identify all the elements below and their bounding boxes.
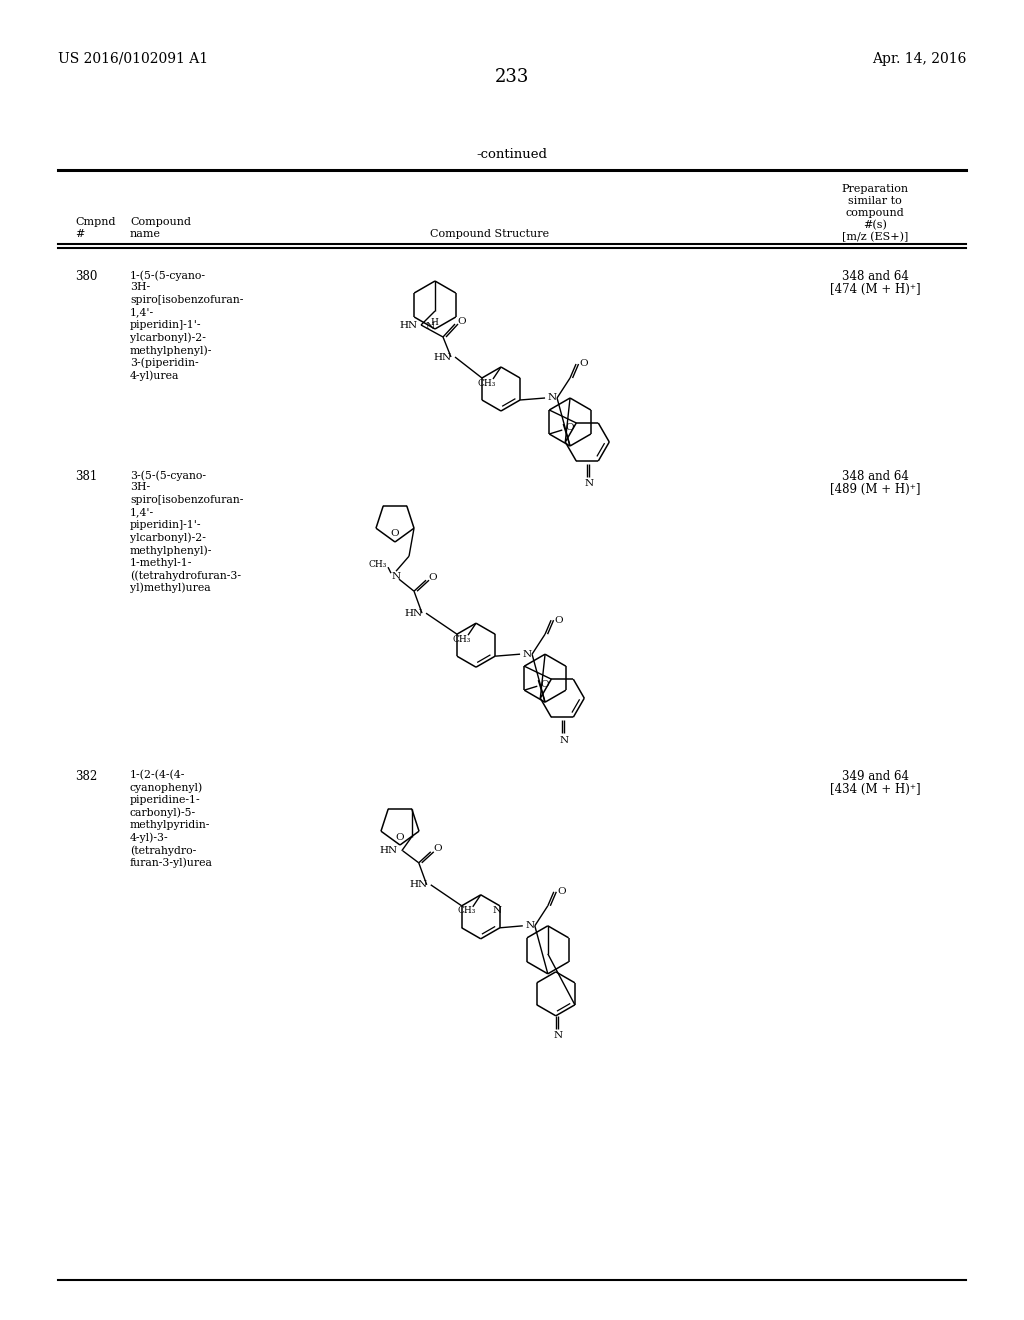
Text: 3H-: 3H- — [130, 483, 151, 492]
Text: 349 and 64: 349 and 64 — [842, 770, 908, 783]
Text: 1,4'-: 1,4'- — [130, 308, 155, 318]
Text: CH₃: CH₃ — [369, 560, 387, 569]
Text: 1-(2-(4-(4-: 1-(2-(4-(4- — [130, 770, 185, 780]
Text: #: # — [75, 228, 84, 239]
Text: N: N — [553, 1031, 562, 1040]
Text: 348 and 64: 348 and 64 — [842, 470, 908, 483]
Text: O: O — [555, 615, 563, 624]
Text: ylcarbonyl)-2-: ylcarbonyl)-2- — [130, 333, 206, 343]
Text: [434 (M + H)⁺]: [434 (M + H)⁺] — [829, 783, 921, 796]
Text: O: O — [540, 680, 549, 689]
Text: CH₃: CH₃ — [458, 907, 476, 915]
Text: 1-(5-(5-cyano-: 1-(5-(5-cyano- — [130, 271, 206, 281]
Text: 348 and 64: 348 and 64 — [842, 271, 908, 282]
Text: CH₃: CH₃ — [478, 379, 497, 388]
Text: carbonyl)-5-: carbonyl)-5- — [130, 808, 197, 818]
Text: ((tetrahydrofuran-3-: ((tetrahydrofuran-3- — [130, 570, 241, 581]
Text: 380: 380 — [75, 271, 97, 282]
Text: O: O — [458, 317, 466, 326]
Text: furan-3-yl)urea: furan-3-yl)urea — [130, 858, 213, 869]
Text: N: N — [548, 393, 557, 403]
Text: Apr. 14, 2016: Apr. 14, 2016 — [871, 51, 966, 66]
Text: N: N — [560, 735, 569, 744]
Text: similar to: similar to — [848, 195, 902, 206]
Text: HN: HN — [434, 352, 452, 362]
Text: O: O — [565, 424, 573, 433]
Text: 3-(5-(5-cyano-: 3-(5-(5-cyano- — [130, 470, 206, 480]
Text: Compound Structure: Compound Structure — [430, 228, 550, 239]
Text: Compound: Compound — [130, 216, 191, 227]
Text: O: O — [391, 529, 399, 539]
Text: yl)methyl)urea: yl)methyl)urea — [130, 582, 211, 593]
Text: 1,4'-: 1,4'- — [130, 507, 155, 517]
Text: Cmpnd: Cmpnd — [75, 216, 116, 227]
Text: N: N — [425, 322, 434, 331]
Text: spiro[isobenzofuran-: spiro[isobenzofuran- — [130, 495, 244, 506]
Text: O: O — [557, 887, 566, 896]
Text: N: N — [493, 907, 502, 915]
Text: (tetrahydro-: (tetrahydro- — [130, 845, 197, 855]
Text: N: N — [522, 649, 531, 659]
Text: US 2016/0102091 A1: US 2016/0102091 A1 — [58, 51, 208, 66]
Text: compound: compound — [846, 209, 904, 218]
Text: O: O — [395, 833, 404, 842]
Text: methylphenyl)-: methylphenyl)- — [130, 345, 212, 355]
Text: name: name — [130, 228, 161, 239]
Text: HN: HN — [410, 880, 428, 890]
Text: O: O — [429, 573, 437, 582]
Text: Preparation: Preparation — [842, 183, 908, 194]
Text: cyanophenyl): cyanophenyl) — [130, 783, 203, 793]
Text: piperidin]-1'-: piperidin]-1'- — [130, 520, 202, 531]
Text: HN: HN — [380, 846, 397, 855]
Text: spiro[isobenzofuran-: spiro[isobenzofuran- — [130, 294, 244, 305]
Text: N: N — [525, 921, 535, 931]
Text: HN: HN — [400, 321, 418, 330]
Text: HN: HN — [404, 609, 423, 618]
Text: 382: 382 — [75, 770, 97, 783]
Text: 3H-: 3H- — [130, 282, 151, 293]
Text: methylphenyl)-: methylphenyl)- — [130, 545, 212, 556]
Text: [489 (M + H)⁺]: [489 (M + H)⁺] — [829, 483, 921, 496]
Text: CH₃: CH₃ — [453, 635, 471, 644]
Text: 381: 381 — [75, 470, 97, 483]
Text: 233: 233 — [495, 69, 529, 86]
Text: ylcarbonyl)-2-: ylcarbonyl)-2- — [130, 532, 206, 543]
Text: H: H — [430, 318, 438, 327]
Text: 1-methyl-1-: 1-methyl-1- — [130, 557, 193, 568]
Text: O: O — [580, 359, 589, 368]
Text: 4-yl)urea: 4-yl)urea — [130, 370, 179, 380]
Text: piperidin]-1'-: piperidin]-1'- — [130, 319, 202, 330]
Text: 3-(piperidin-: 3-(piperidin- — [130, 358, 199, 368]
Text: piperidine-1-: piperidine-1- — [130, 795, 201, 805]
Text: N: N — [391, 572, 400, 581]
Text: [m/z (ES+)]: [m/z (ES+)] — [842, 232, 908, 243]
Text: O: O — [433, 845, 442, 853]
Text: [474 (M + H)⁺]: [474 (M + H)⁺] — [829, 282, 921, 296]
Text: methylpyridin-: methylpyridin- — [130, 820, 210, 830]
Text: #(s): #(s) — [863, 220, 887, 230]
Text: -continued: -continued — [476, 148, 548, 161]
Text: N: N — [585, 479, 594, 488]
Text: 4-yl)-3-: 4-yl)-3- — [130, 833, 169, 843]
